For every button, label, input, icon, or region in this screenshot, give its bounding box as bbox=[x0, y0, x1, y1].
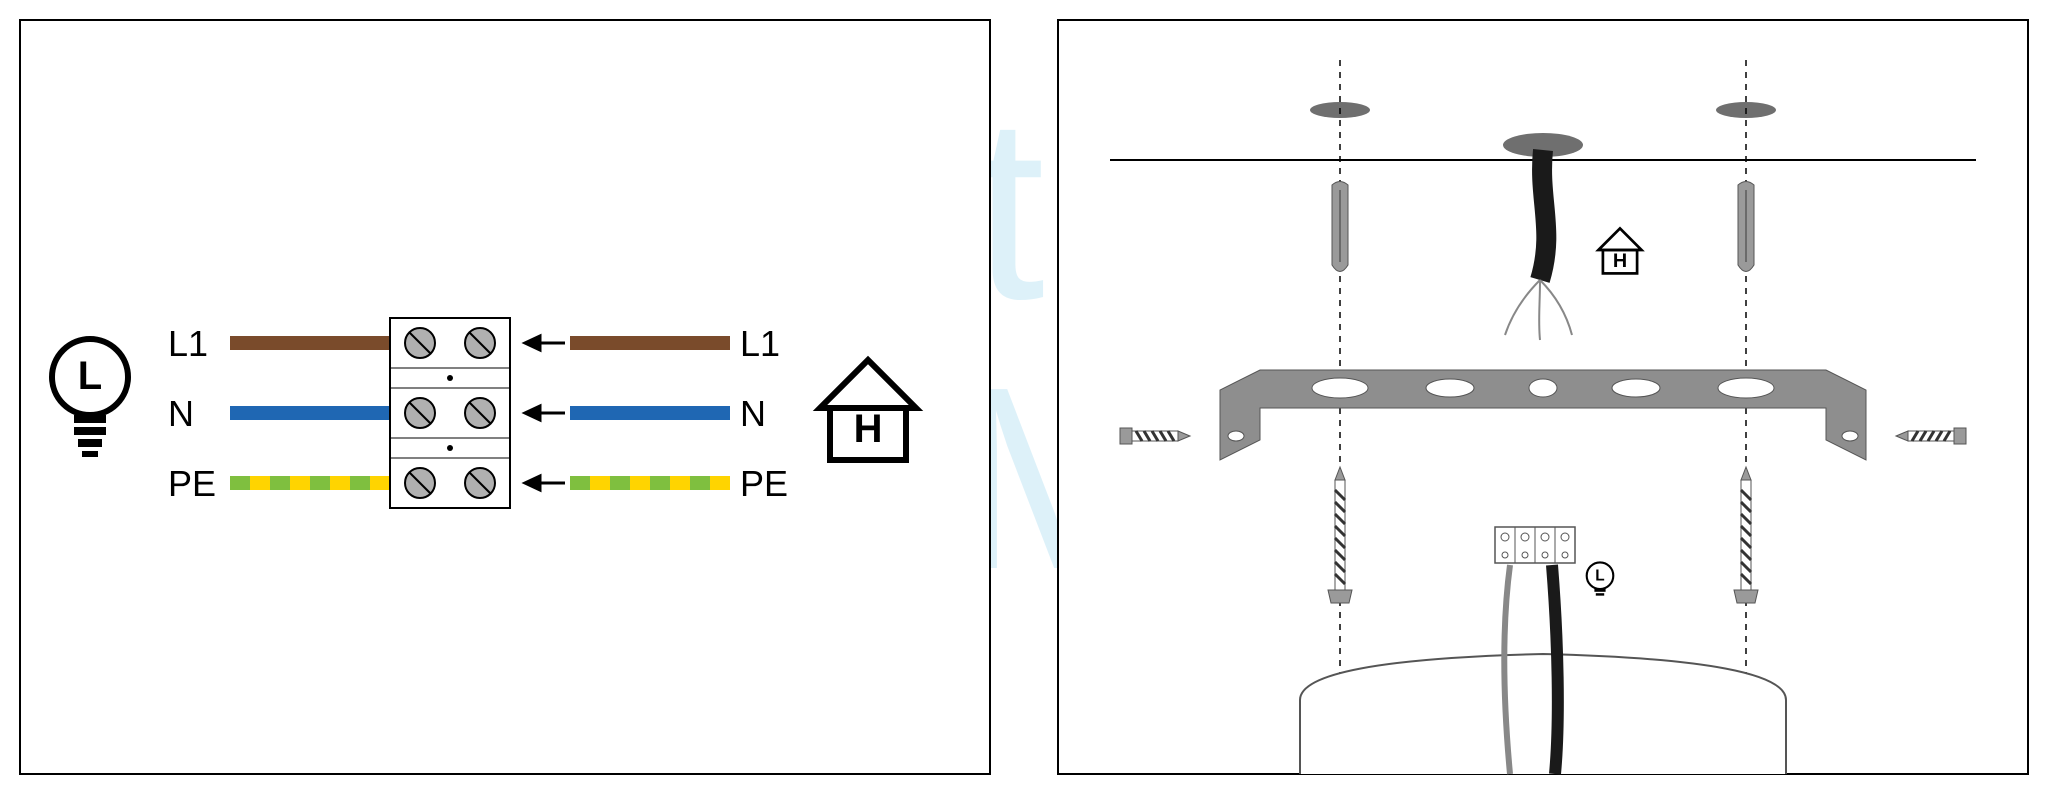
wall-plug-left bbox=[1332, 182, 1348, 272]
wall-plug-right bbox=[1738, 182, 1754, 272]
ceiling-cable bbox=[1540, 150, 1546, 280]
lamp-canopy bbox=[1300, 654, 1786, 774]
stage: light HOME L H L1 L1 bbox=[0, 0, 2048, 794]
lamp-terminal-block bbox=[1495, 527, 1575, 563]
lamp-small-letter: L bbox=[1595, 568, 1604, 585]
right-panel: H bbox=[0, 0, 2048, 794]
house-small-letter: H bbox=[1613, 250, 1627, 272]
